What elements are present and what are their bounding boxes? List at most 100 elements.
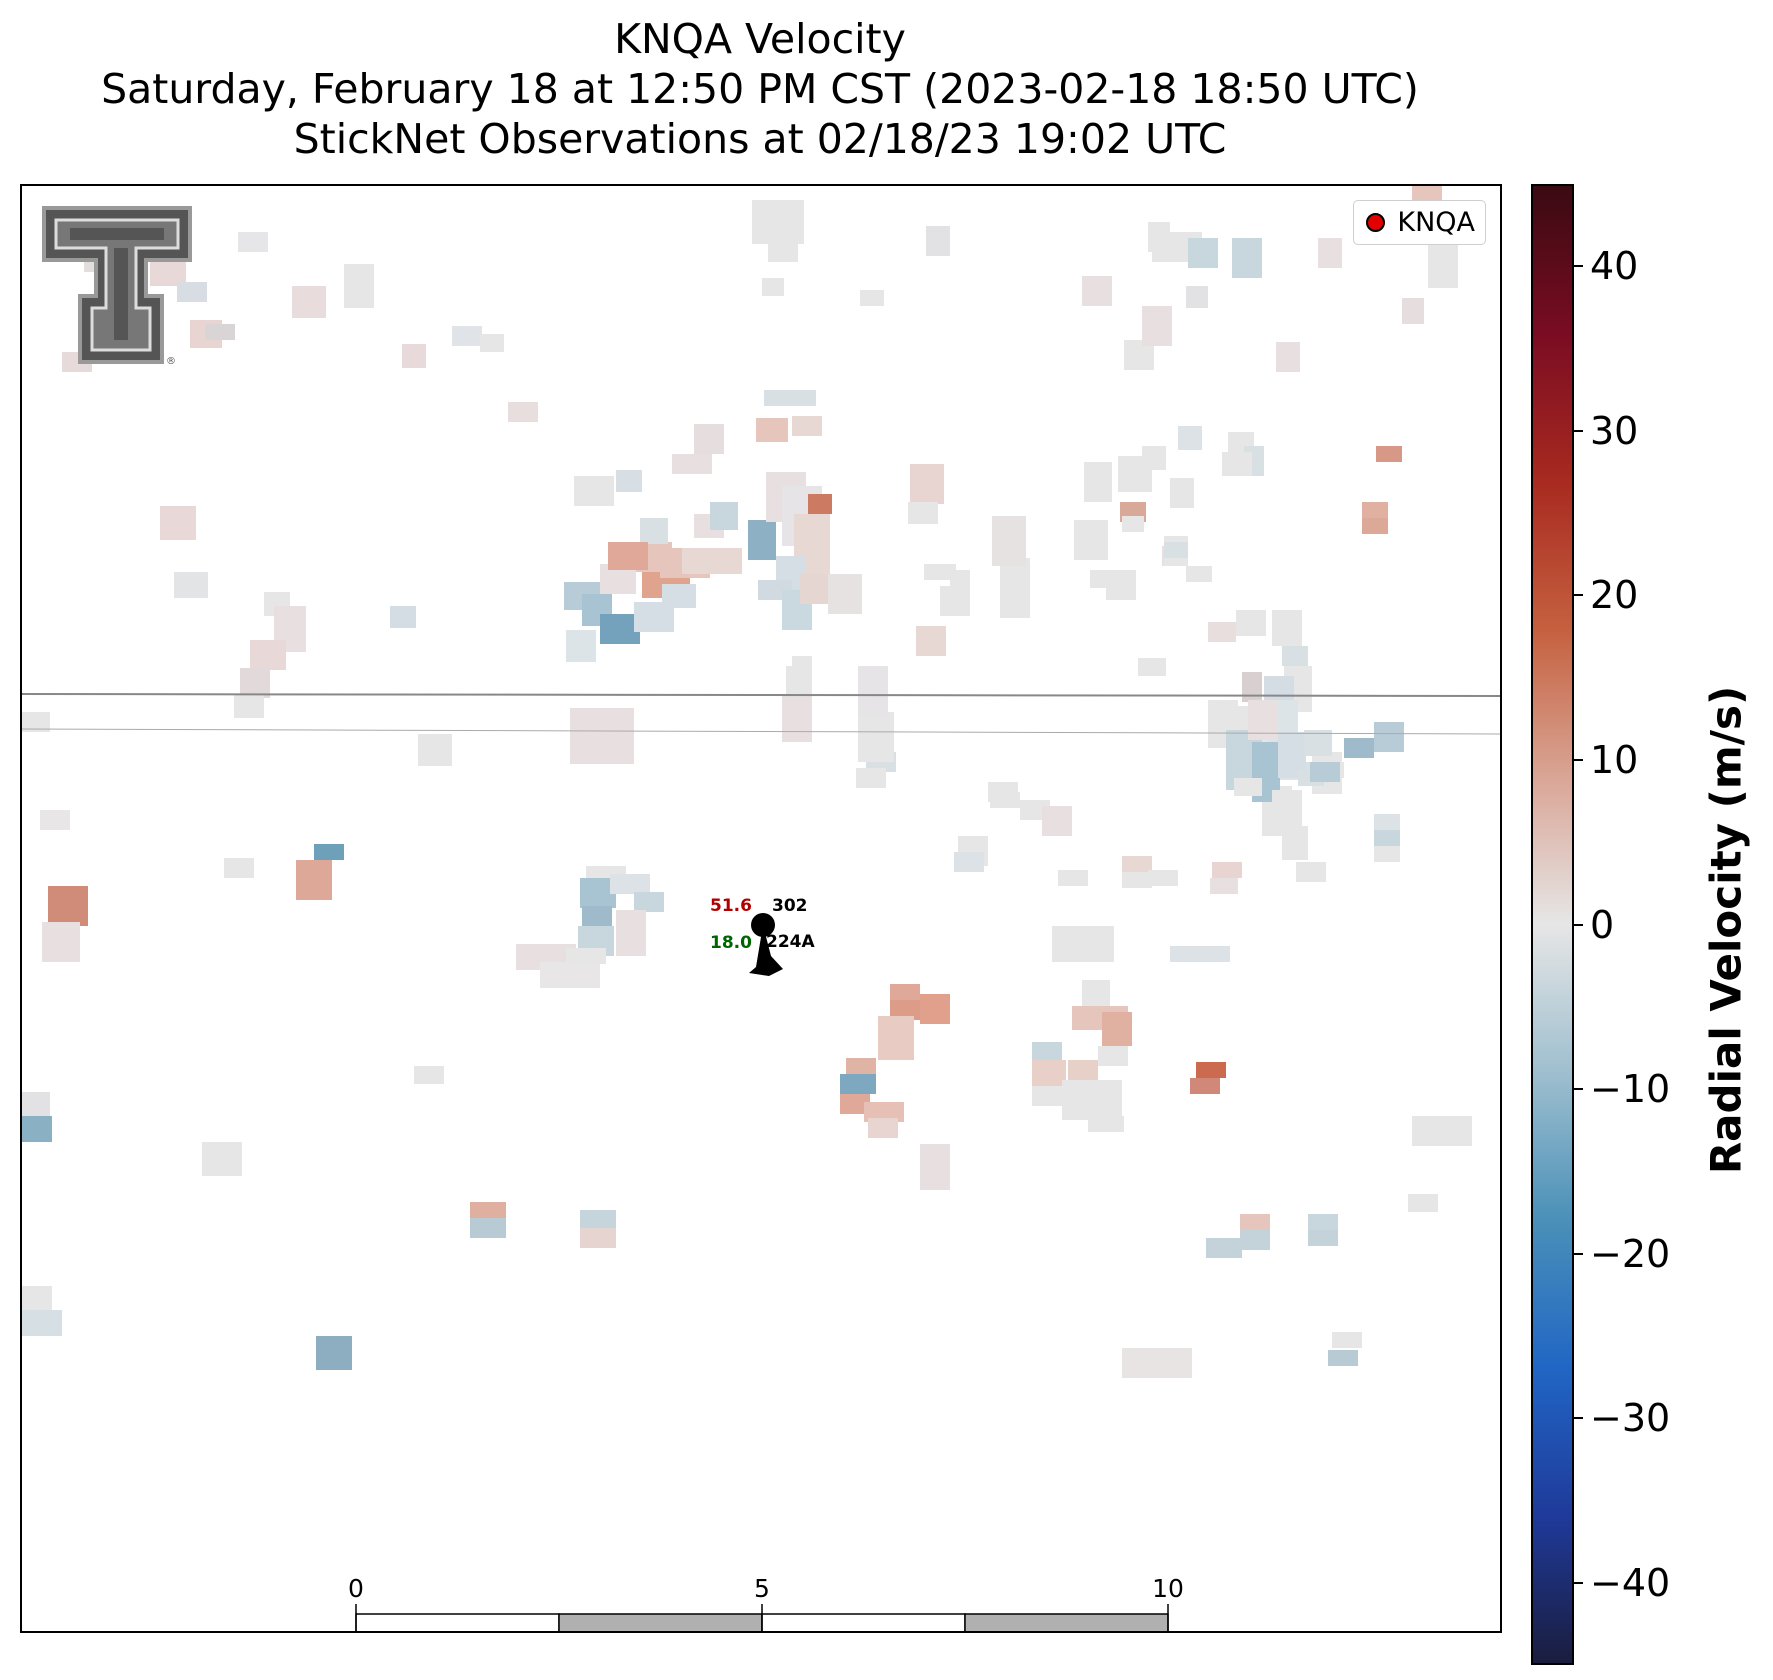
velocity-pixel xyxy=(418,734,452,766)
sticknet-station-plot[interactable]: 51.6 302 18.0 224A xyxy=(710,896,815,976)
velocity-pixel xyxy=(540,962,600,988)
velocity-pixel xyxy=(1142,446,1166,470)
scalebar-label-10: 10 xyxy=(1152,1574,1184,1603)
velocity-pixel xyxy=(1190,1078,1220,1094)
radar-velocity-map: ® 51.6 302 18.0 224A xyxy=(22,186,1500,1631)
velocity-pixel xyxy=(1272,610,1302,646)
colorbar-tick-mark xyxy=(1574,429,1583,432)
velocity-pixel xyxy=(954,852,984,872)
velocity-pixel xyxy=(566,948,606,964)
velocity-pixel xyxy=(662,584,696,608)
velocity-pixel xyxy=(1272,790,1302,826)
station-pressure: 302 xyxy=(772,896,808,916)
velocity-pixel xyxy=(296,860,332,900)
velocity-pixel xyxy=(1068,1060,1098,1080)
velocity-pixel xyxy=(1318,238,1342,268)
velocity-pixel xyxy=(1122,516,1144,532)
velocity-pixel xyxy=(694,424,724,454)
velocity-pixel xyxy=(344,264,374,308)
velocity-pixel xyxy=(1248,700,1278,740)
velocity-pixel xyxy=(1000,558,1030,618)
velocity-pixel xyxy=(864,1102,904,1122)
velocity-colorbar xyxy=(1531,184,1574,1665)
velocity-pixel xyxy=(224,858,254,878)
velocity-pixel xyxy=(1408,1194,1438,1212)
colorbar-tick-mark xyxy=(1574,265,1583,268)
radar-site-marker-icon xyxy=(1366,213,1386,232)
velocity-pixel xyxy=(840,1074,876,1094)
figure-title: KNQA Velocity Saturday, February 18 at 1… xyxy=(20,14,1500,164)
velocity-pixel xyxy=(1062,1080,1092,1120)
velocity-pixel xyxy=(1170,478,1194,508)
velocity-pixel xyxy=(22,1310,62,1336)
velocity-pixel xyxy=(940,586,970,616)
velocity-pixel xyxy=(1328,1350,1358,1366)
station-dewpoint: 18.0 xyxy=(710,933,752,953)
colorbar-tick-mark xyxy=(1574,758,1583,761)
colorbar-tick-mark xyxy=(1574,1252,1583,1255)
velocity-pixel xyxy=(1374,722,1404,752)
velocity-pixel xyxy=(856,768,886,788)
velocity-pixel xyxy=(390,606,416,628)
wind-barb-icon xyxy=(749,925,783,976)
velocity-pixel xyxy=(470,1202,506,1222)
velocity-pixel xyxy=(1240,1230,1270,1250)
colorbar-tick-label: 40 xyxy=(1590,244,1639,289)
velocity-pixel xyxy=(764,390,816,406)
velocity-pixel xyxy=(1122,1348,1192,1378)
velocity-pixel xyxy=(1178,426,1202,450)
velocity-pixel xyxy=(924,564,956,580)
velocity-pixel xyxy=(1210,878,1238,894)
velocity-pixel xyxy=(762,278,784,296)
radar-map-panel[interactable]: ® 51.6 302 18.0 224A 0 5 10 km KNQA xyxy=(20,184,1502,1633)
velocity-pixel xyxy=(250,640,286,670)
velocity-pixel xyxy=(990,792,1020,808)
velocity-pixel xyxy=(768,232,798,262)
station-id: 224A xyxy=(766,932,815,952)
velocity-pixel xyxy=(1242,672,1262,702)
velocity-pixel xyxy=(1310,762,1340,782)
velocity-pixel xyxy=(600,614,640,644)
velocity-pixel xyxy=(1084,462,1112,502)
velocity-pixel xyxy=(314,844,344,860)
colorbar-tick-label: 0 xyxy=(1590,902,1615,947)
velocity-pixel xyxy=(792,416,822,436)
velocity-pixel xyxy=(570,708,634,764)
velocity-pixel xyxy=(1376,446,1402,462)
velocity-pixel xyxy=(920,994,950,1024)
velocity-pixel xyxy=(480,334,504,352)
velocity-pixel xyxy=(890,1000,920,1020)
velocity-pixel xyxy=(1208,622,1236,642)
velocity-pixel xyxy=(1052,926,1114,962)
velocity-pixel-layer xyxy=(22,186,1472,1378)
velocity-pixel xyxy=(1058,870,1088,886)
velocity-pixel xyxy=(1138,658,1166,676)
velocity-pixel xyxy=(1222,452,1252,476)
velocity-pixel xyxy=(1240,1214,1270,1230)
velocity-pixel xyxy=(1374,814,1400,830)
texas-tech-logo-icon: ® xyxy=(42,206,192,367)
station-temperature: 51.6 xyxy=(710,896,752,916)
colorbar-tick-label: −10 xyxy=(1590,1067,1671,1112)
velocity-pixel xyxy=(1402,298,1424,324)
velocity-pixel xyxy=(992,516,1026,566)
velocity-pixel xyxy=(616,910,646,956)
velocity-pixel xyxy=(1362,502,1388,522)
velocity-pixel xyxy=(908,502,938,524)
scale-bar xyxy=(355,1604,1169,1631)
velocity-pixel xyxy=(710,502,738,530)
velocity-pixel xyxy=(1212,862,1242,878)
velocity-pixel xyxy=(858,666,888,716)
velocity-pixel xyxy=(1236,610,1266,636)
velocity-pixel xyxy=(205,324,235,340)
velocity-pixel xyxy=(1234,778,1262,796)
velocity-pixel xyxy=(48,886,88,926)
velocity-pixel xyxy=(672,454,712,474)
velocity-pixel xyxy=(926,226,950,256)
colorbar-tick-mark xyxy=(1574,923,1583,926)
velocity-pixel xyxy=(868,1118,898,1138)
velocity-pixel xyxy=(782,696,812,742)
velocity-pixel xyxy=(1344,738,1374,758)
velocity-pixel xyxy=(574,476,614,506)
colorbar-tick-mark xyxy=(1574,594,1583,597)
